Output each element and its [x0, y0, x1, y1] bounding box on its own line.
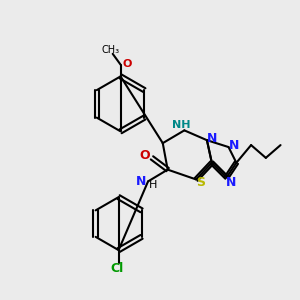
Text: N: N: [229, 139, 240, 152]
Text: O: O: [122, 58, 132, 69]
Text: NH: NH: [172, 121, 191, 130]
Text: N: N: [136, 175, 146, 188]
Text: O: O: [140, 149, 150, 162]
Text: N: N: [226, 176, 237, 189]
Text: N: N: [207, 132, 217, 145]
Text: H: H: [149, 180, 157, 190]
Text: Cl: Cl: [110, 262, 123, 275]
Text: CH₃: CH₃: [102, 45, 120, 55]
Text: S: S: [196, 176, 206, 189]
